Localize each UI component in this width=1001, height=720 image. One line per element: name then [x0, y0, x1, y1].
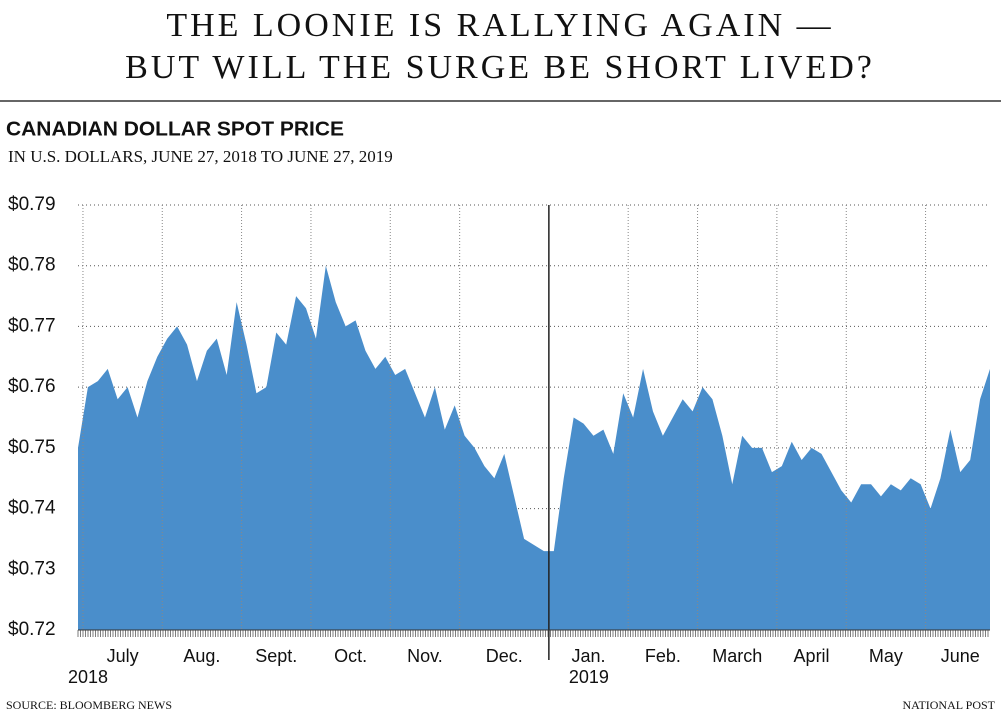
- y-tick-label: $0.72: [8, 619, 56, 640]
- x-tick-label: March: [712, 646, 762, 666]
- x-tick-label: Dec.: [486, 646, 523, 666]
- y-tick-label: $0.79: [8, 194, 56, 215]
- x-tick-label: Feb.: [645, 646, 681, 666]
- x-tick-label: Oct.: [334, 646, 367, 666]
- chart-title: BUT WILL THE SURGE BE SHORT LIVED?: [125, 49, 875, 86]
- year-label: 2019: [569, 667, 609, 687]
- x-tick-label: June: [941, 646, 980, 666]
- y-tick-label: $0.75: [8, 437, 56, 458]
- y-tick-label: $0.76: [8, 376, 56, 397]
- x-tick-label: May: [869, 646, 903, 666]
- source: SOURCE: BLOOMBERG NEWS: [6, 698, 172, 712]
- chart-heading: CANADIAN DOLLAR SPOT PRICE: [6, 118, 344, 140]
- x-tick-label: Jan.: [572, 646, 606, 666]
- x-tick-label: Sept.: [255, 646, 297, 666]
- area: [78, 265, 990, 630]
- y-tick-label: $0.77: [8, 315, 56, 336]
- x-tick-label: April: [794, 646, 830, 666]
- x-tick-label: Nov.: [407, 646, 443, 666]
- chart-subtitle: IN U.S. DOLLARS, JUNE 27, 2018 TO JUNE 2…: [8, 147, 393, 166]
- x-tick-label: July: [107, 646, 139, 666]
- x-tick-label: Aug.: [183, 646, 220, 666]
- year-label: 2018: [68, 667, 108, 687]
- y-tick-label: $0.78: [8, 255, 56, 276]
- y-tick-label: $0.73: [8, 558, 56, 579]
- credit: NATIONAL POST: [902, 698, 995, 712]
- chart-title: THE LOONIE IS RALLYING AGAIN —: [166, 7, 833, 44]
- y-tick-label: $0.74: [8, 498, 56, 519]
